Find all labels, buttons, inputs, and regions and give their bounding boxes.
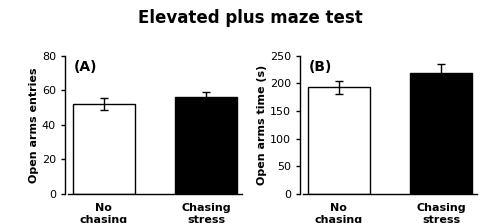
Y-axis label: Open arms time (s): Open arms time (s): [257, 65, 267, 185]
Bar: [308, 87, 370, 194]
Text: (B): (B): [309, 60, 332, 74]
Bar: [410, 73, 472, 194]
Bar: [176, 97, 237, 194]
Bar: [73, 104, 134, 194]
Text: Elevated plus maze test: Elevated plus maze test: [138, 9, 362, 27]
Text: (A): (A): [74, 60, 98, 74]
Y-axis label: Open arms entries: Open arms entries: [29, 67, 39, 183]
